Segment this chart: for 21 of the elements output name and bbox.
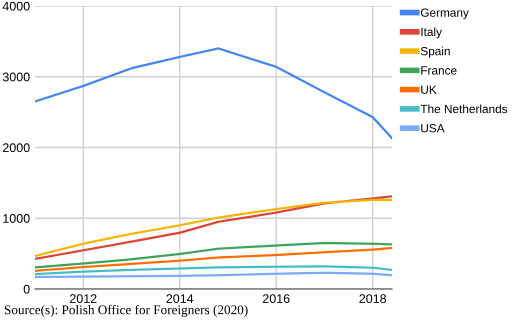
x-tick-label: 2012 bbox=[70, 294, 97, 304]
legend-label: UK bbox=[421, 86, 437, 94]
legend-label: Germany bbox=[420, 8, 469, 20]
source-note: Source(s): Polish Office for Foreigners (2020) bbox=[4, 304, 248, 317]
legend-label: USA bbox=[421, 124, 445, 132]
y-tick-label: 1000 bbox=[3, 214, 30, 223]
legend-label: The Netherlands bbox=[420, 104, 508, 114]
line-series bbox=[35, 265, 392, 276]
line-series bbox=[35, 246, 392, 272]
line-series bbox=[35, 242, 392, 269]
legend-label: Italy bbox=[421, 27, 442, 38]
y-tick-label: 0 bbox=[24, 284, 30, 294]
x-tick-label: 2014 bbox=[166, 294, 194, 304]
x-tick-label: 2016 bbox=[262, 294, 290, 304]
y-tick-label: 3000 bbox=[2, 72, 30, 82]
legend-label: Spain bbox=[420, 46, 450, 58]
y-tick-label: 4000 bbox=[2, 2, 30, 11]
line-series bbox=[35, 47, 392, 140]
y-tick-label: 2000 bbox=[2, 143, 30, 152]
x-tick-label: 2018 bbox=[359, 294, 386, 304]
legend-label: France bbox=[421, 66, 457, 75]
